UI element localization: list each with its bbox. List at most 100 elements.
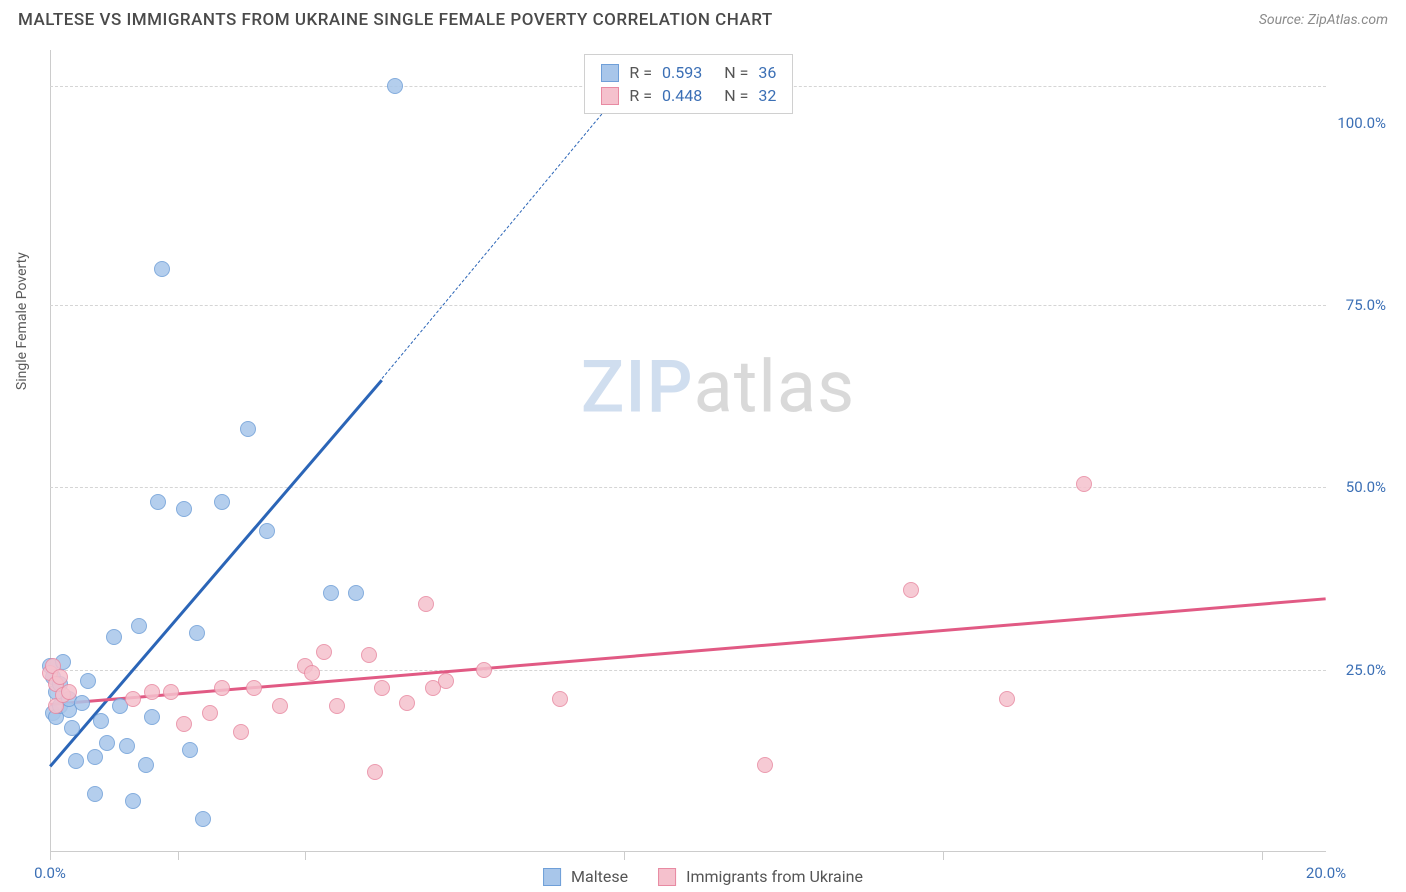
legend-r-label: R =	[629, 86, 652, 105]
data-point	[903, 582, 919, 598]
chart-title: MALTESE VS IMMIGRANTS FROM UKRAINE SINGL…	[18, 10, 773, 30]
legend-swatch	[658, 868, 676, 886]
data-point	[176, 501, 192, 517]
data-point	[399, 695, 415, 711]
legend-correlation: R = 0.593 N = 36 R = 0.448 N = 32	[584, 54, 793, 114]
x-tick-label: 0.0%	[34, 864, 66, 882]
data-point	[189, 625, 205, 641]
data-point	[99, 735, 115, 751]
y-tick-label: 100.0%	[1337, 114, 1386, 132]
data-point	[418, 596, 434, 612]
chart-source: Source: ZipAtlas.com	[1259, 12, 1388, 28]
x-tick	[1262, 852, 1263, 860]
data-point	[1076, 476, 1092, 492]
legend-correlation-row: R = 0.593 N = 36	[601, 61, 776, 84]
x-tick	[50, 852, 51, 860]
data-point	[476, 662, 492, 678]
legend-r-value: 0.593	[662, 63, 702, 82]
data-point	[361, 647, 377, 663]
data-point	[150, 494, 166, 510]
data-point	[182, 742, 198, 758]
data-point	[125, 691, 141, 707]
data-point	[74, 695, 90, 711]
data-point	[367, 764, 383, 780]
chart-header: MALTESE VS IMMIGRANTS FROM UKRAINE SINGL…	[0, 0, 1406, 36]
legend-series: Maltese Immigrants from Ukraine	[543, 867, 863, 886]
y-tick-label: 50.0%	[1346, 478, 1386, 496]
data-point	[348, 585, 364, 601]
data-point	[438, 673, 454, 689]
y-axis-label: Single Female Poverty	[14, 252, 30, 390]
data-point	[240, 421, 256, 437]
data-point	[125, 793, 141, 809]
legend-swatch	[601, 87, 619, 105]
data-point	[87, 786, 103, 802]
x-tick	[943, 852, 944, 860]
data-point	[374, 680, 390, 696]
trend-line	[381, 87, 624, 379]
gridline	[50, 487, 1326, 488]
data-point	[387, 78, 403, 94]
legend-series-label: Immigrants from Ukraine	[686, 867, 863, 886]
watermark-atlas: atlas	[694, 344, 856, 429]
legend-n-value: 32	[758, 86, 776, 105]
x-tick	[305, 852, 306, 860]
legend-r-label: R =	[629, 63, 652, 82]
data-point	[176, 716, 192, 732]
data-point	[119, 738, 135, 754]
data-point	[272, 698, 288, 714]
data-point	[64, 720, 80, 736]
chart-container: Single Female Poverty ZIPatlas 25.0%50.0…	[50, 50, 1386, 852]
y-tick-label: 25.0%	[1346, 661, 1386, 679]
x-axis-line	[50, 851, 1326, 852]
legend-series-item: Immigrants from Ukraine	[658, 867, 863, 886]
y-tick-label: 75.0%	[1346, 296, 1386, 314]
legend-correlation-row: R = 0.448 N = 32	[601, 84, 776, 107]
plot-area: ZIPatlas 25.0%50.0%75.0%100.0%0.0%20.0%	[50, 50, 1386, 852]
data-point	[999, 691, 1015, 707]
x-tick	[624, 852, 625, 860]
data-point	[195, 811, 211, 827]
data-point	[163, 684, 179, 700]
data-point	[329, 698, 345, 714]
legend-r-value: 0.448	[662, 86, 702, 105]
data-point	[138, 757, 154, 773]
data-point	[552, 691, 568, 707]
data-point	[316, 644, 332, 660]
trend-line	[50, 597, 1326, 705]
data-point	[144, 684, 160, 700]
data-point	[154, 261, 170, 277]
data-point	[202, 705, 218, 721]
data-point	[80, 673, 96, 689]
gridline	[50, 305, 1326, 306]
legend-swatch	[543, 868, 561, 886]
data-point	[52, 669, 68, 685]
legend-swatch	[601, 64, 619, 82]
data-point	[131, 618, 147, 634]
data-point	[323, 585, 339, 601]
y-axis-line	[50, 50, 51, 852]
data-point	[757, 757, 773, 773]
data-point	[144, 709, 160, 725]
data-point	[246, 680, 262, 696]
x-tick-label: 20.0%	[1306, 864, 1346, 882]
legend-series-label: Maltese	[571, 867, 628, 886]
legend-n-label: N =	[724, 63, 748, 82]
legend-n-label: N =	[724, 86, 748, 105]
data-point	[214, 680, 230, 696]
x-tick	[178, 852, 179, 860]
data-point	[214, 494, 230, 510]
data-point	[87, 749, 103, 765]
data-point	[93, 713, 109, 729]
data-point	[259, 523, 275, 539]
data-point	[68, 753, 84, 769]
data-point	[61, 684, 77, 700]
data-point	[106, 629, 122, 645]
data-point	[233, 724, 249, 740]
legend-series-item: Maltese	[543, 867, 628, 886]
watermark: ZIPatlas	[581, 344, 855, 429]
data-point	[304, 665, 320, 681]
legend-n-value: 36	[758, 63, 776, 82]
gridline	[50, 670, 1326, 671]
watermark-zip: ZIP	[581, 344, 694, 429]
